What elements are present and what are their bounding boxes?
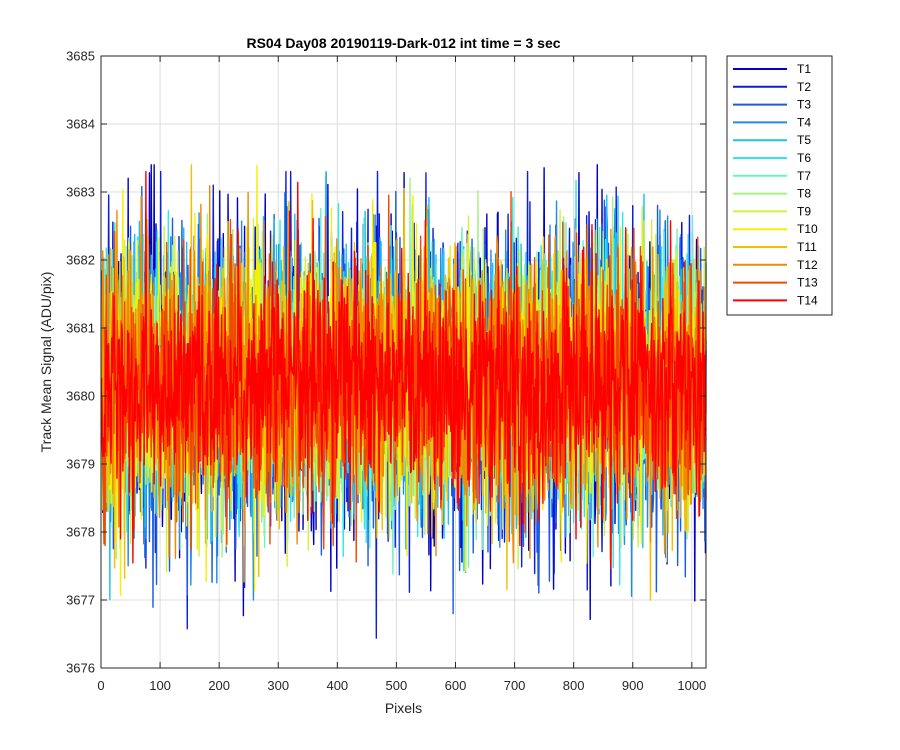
x-tick-label: 700 xyxy=(504,678,526,693)
legend-label: T1 xyxy=(797,62,811,76)
y-tick-label: 3684 xyxy=(66,117,95,132)
x-tick-label: 800 xyxy=(563,678,585,693)
legend-label: T5 xyxy=(797,133,811,147)
legend-label: T14 xyxy=(797,293,818,307)
axis-ticks: 0 100 200 300 400 500 600 700 800 900 1000 3676 3677… xyxy=(66,49,706,694)
x-tick-label: 0 xyxy=(97,678,104,693)
legend: T1 T2 T3 T4 T5 T6 T7 T8 T9 T10 T11 T12 T13 T14 xyxy=(726,55,833,316)
y-tick-label: 3681 xyxy=(66,321,95,336)
x-tick-label: 400 xyxy=(326,678,348,693)
series-line-t14 xyxy=(100,170,707,570)
y-tick-label: 3679 xyxy=(66,457,95,472)
y-tick-label: 3677 xyxy=(66,593,95,608)
x-tick-label: 900 xyxy=(622,678,644,693)
legend-label: T6 xyxy=(797,151,811,165)
y-tick-label: 3682 xyxy=(66,253,95,268)
plot-frame xyxy=(100,55,707,669)
legend-label: T8 xyxy=(797,187,811,201)
x-tick-label: 200 xyxy=(208,678,230,693)
x-tick-label: 1000 xyxy=(677,678,706,693)
y-tick-label: 3680 xyxy=(66,389,95,404)
x-tick-label: 300 xyxy=(267,678,289,693)
y-tick-label: 3678 xyxy=(66,525,95,540)
legend-label: T13 xyxy=(797,276,818,290)
x-tick-label: 500 xyxy=(386,678,408,693)
legend-box xyxy=(726,55,833,316)
x-tick-label: 100 xyxy=(149,678,171,693)
legend-label: T11 xyxy=(797,240,817,254)
legend-label: T9 xyxy=(797,204,811,218)
legend-label: T3 xyxy=(797,98,811,112)
y-tick-label: 3683 xyxy=(66,185,95,200)
y-tick-label: 3676 xyxy=(66,661,95,676)
y-axis-label: Track Mean Signal (ADU/pix) xyxy=(38,272,54,453)
legend-label: T2 xyxy=(797,80,811,94)
x-axis-label: Pixels xyxy=(385,700,422,716)
legend-label: T10 xyxy=(797,222,818,236)
y-tick-label: 3685 xyxy=(66,49,95,64)
chart-title: RS04 Day08 20190119-Dark-012 int time = … xyxy=(246,35,560,51)
legend-label: T4 xyxy=(797,115,811,129)
x-tick-label: 600 xyxy=(445,678,467,693)
series-lines xyxy=(100,164,707,639)
legend-label: T7 xyxy=(797,169,811,183)
legend-label: T12 xyxy=(797,258,818,272)
